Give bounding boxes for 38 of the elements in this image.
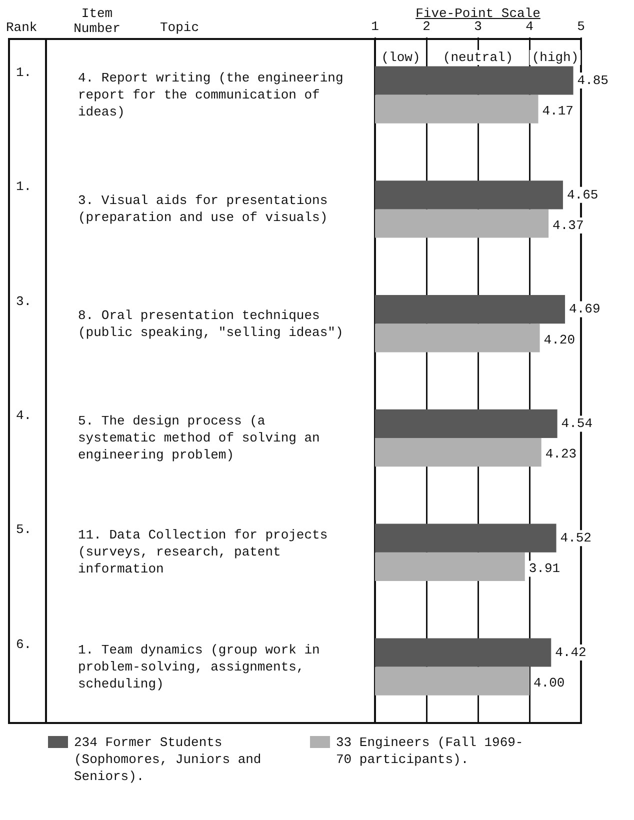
legend-label: 33 Engineers (Fall 1969-70 participants). xyxy=(336,734,524,768)
text: 1. xyxy=(16,179,32,194)
x-tick-label: 4 xyxy=(526,19,534,34)
x-tick-label: 3 xyxy=(474,19,482,34)
y-tick-label: 11. Data Collection for projects (surveys, research, patent information xyxy=(78,526,329,578)
data-label: 4.85 xyxy=(577,72,608,88)
data-label: 4.52 xyxy=(560,530,592,546)
y-tick-label: 3. Visual aids for presentations (preparation and use of visuals) xyxy=(78,192,329,226)
text: 4. xyxy=(16,408,32,423)
text: 3. xyxy=(16,294,32,309)
text: Topic xyxy=(160,20,200,35)
data-label: 4.69 xyxy=(569,302,600,317)
x-tick-label: 2 xyxy=(422,19,430,34)
annotation: (neutral) xyxy=(440,50,516,65)
text: Rank xyxy=(6,20,38,35)
data-label: 4.17 xyxy=(542,104,574,119)
data-label: 4.54 xyxy=(561,416,593,432)
data-label: 4.37 xyxy=(552,218,584,233)
data-label: 4.65 xyxy=(566,187,598,202)
text: 6. xyxy=(16,636,32,652)
text: 5. xyxy=(16,522,32,538)
data-label: 4.23 xyxy=(545,446,577,462)
text: Item Number xyxy=(72,6,122,36)
x-axis-title: Five-Point Scale xyxy=(416,6,540,21)
text: 1. xyxy=(16,64,32,80)
y-tick-label: 8. Oral presentation techniques (public speaking, "selling ideas") xyxy=(78,306,344,341)
y-tick-label: 4. Report writing (the engineering report for the communication of ideas) xyxy=(78,69,344,120)
annotation: (low) xyxy=(379,50,422,65)
x-tick-label: 5 xyxy=(577,19,585,34)
y-tick-label: 1. Team dynamics (group work in problem-solving, assignments, scheduling) xyxy=(78,641,321,692)
legend-label: 234 Former Students (Sophomores, Juniors and Seniors). xyxy=(74,734,262,785)
data-label: 4.20 xyxy=(544,332,576,348)
data-label: 4.42 xyxy=(555,644,586,660)
data-label: 3.91 xyxy=(528,561,560,576)
data-label: 4.00 xyxy=(534,676,565,691)
annotation: (high) xyxy=(530,50,581,65)
y-tick-label: 5. The design process (a systematic method of solving an engineering problem) xyxy=(78,412,321,464)
x-tick-label: 1 xyxy=(371,19,380,34)
